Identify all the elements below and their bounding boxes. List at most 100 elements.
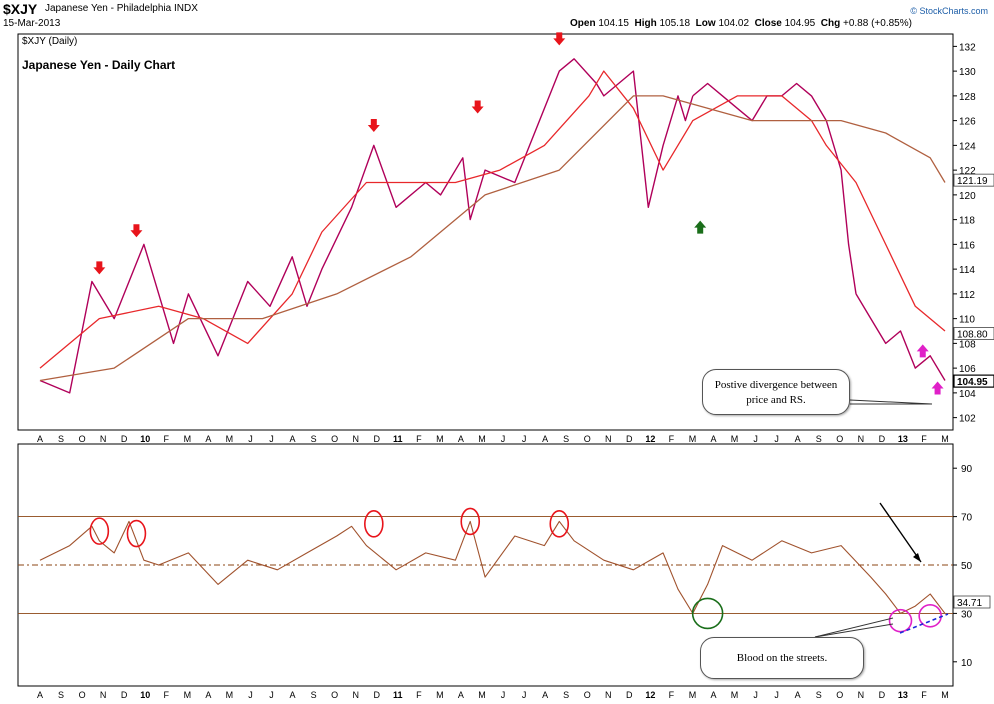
rsi-x-label: A (37, 690, 43, 700)
rsi-x-label: J (501, 690, 506, 700)
rsi-x-label: O (584, 690, 591, 700)
price-panel-frame (17, 33, 954, 431)
price-x-label: N (605, 434, 612, 444)
price-x-label: F (416, 434, 422, 444)
rsi-x-label: M (689, 690, 697, 700)
price-y-tick-label: 122 (959, 166, 976, 177)
price-y-tick-label: 108 (959, 339, 976, 350)
price-x-label: M (226, 434, 234, 444)
red-circle (549, 510, 570, 538)
rsi-pointer-arrow (879, 502, 922, 563)
rsi-series-group (39, 520, 946, 614)
price-x-label: M (689, 434, 697, 444)
price-x-label: F (164, 434, 170, 444)
price-y-tick-label: 104 (959, 389, 976, 400)
rsi-x-label: N (605, 690, 612, 700)
price-label-108.80: 108.80 (957, 329, 988, 340)
price-x-label: M (184, 434, 192, 444)
rsi-x-label: N (100, 690, 107, 700)
rsi-x-label: F (164, 690, 170, 700)
rsi-x-label: 10 (140, 690, 150, 700)
callout-pointer-line (849, 399, 933, 405)
rsi-x-label: A (542, 690, 548, 700)
series-ma-short (39, 70, 946, 369)
price-x-label: A (710, 434, 716, 444)
price-x-label: J (753, 434, 758, 444)
series-price (39, 58, 694, 394)
price-y-tick-label: 116 (959, 240, 975, 251)
rsi-y-tick-label: 50 (961, 561, 973, 572)
rsi-trendline (899, 613, 949, 634)
symbol-description: Japanese Yen - Philadelphia INDX (45, 3, 198, 14)
rsi-x-label: S (816, 690, 822, 700)
rsi-x-label: 12 (645, 690, 655, 700)
price-y-tick-label: 120 (959, 191, 976, 202)
red-circle (89, 517, 110, 545)
series-rsi (39, 520, 946, 614)
rsi-x-label: S (58, 690, 64, 700)
rsi-x-label: M (436, 690, 444, 700)
rsi-x-label: A (290, 690, 296, 700)
price-label-104.95: 104.95 (957, 377, 988, 388)
price-y-tick-label: 112 (959, 290, 975, 301)
chart-header: $XJY Japanese Yen - Philadelphia INDX 15… (0, 0, 994, 34)
series-ma-long (39, 95, 946, 382)
callout-divergence: Postive divergence between price and RS. (702, 369, 850, 415)
magenta-circle (888, 608, 913, 633)
rsi-x-label: M (184, 690, 192, 700)
rsi-x-label: M (731, 690, 739, 700)
rsi-x-label: F (669, 690, 675, 700)
price-label-box (953, 374, 994, 388)
down-arrow-icon (553, 32, 566, 46)
down-arrow-icon (130, 224, 143, 238)
rsi-x-label: D (626, 690, 633, 700)
rsi-value-label: 34.71 (957, 598, 982, 609)
rsi-x-label: M (226, 690, 234, 700)
up-arrow-icon (694, 220, 707, 234)
price-series-group (39, 58, 946, 394)
price-y-tick-label: 106 (959, 364, 976, 375)
rsi-x-label: D (121, 690, 128, 700)
rsi-x-label: F (416, 690, 422, 700)
price-x-label: D (626, 434, 633, 444)
price-x-label: D (121, 434, 128, 444)
rsi-x-label: J (774, 690, 779, 700)
rsi-x-label: A (795, 690, 801, 700)
chart-legend: $XJY (Daily) (22, 36, 77, 47)
price-label-box (953, 327, 994, 340)
down-arrow-icon (471, 100, 484, 114)
magenta-circle (918, 604, 942, 628)
price-y-tick-label: 132 (959, 42, 976, 53)
price-x-label: S (311, 434, 317, 444)
price-x-label: N (100, 434, 107, 444)
red-circle (460, 507, 481, 536)
chart-title: Japanese Yen - Daily Chart (22, 58, 175, 72)
green-circle (691, 597, 724, 630)
rsi-x-label: J (753, 690, 758, 700)
symbol: $XJY (3, 1, 38, 17)
rsi-x-label: S (563, 690, 569, 700)
price-x-label: 13 (898, 434, 908, 444)
price-x-label: M (731, 434, 739, 444)
price-x-label: J (522, 434, 527, 444)
price-x-label: O (79, 434, 86, 444)
price-y-tick-label: 102 (959, 414, 976, 425)
price-y-tick-label: 124 (959, 141, 976, 152)
price-x-label: O (331, 434, 338, 444)
rsi-y-tick-label: 30 (961, 609, 973, 620)
rsi-value-box (953, 595, 991, 609)
down-arrow-icon (367, 119, 380, 132)
red-circle (126, 519, 147, 548)
series-price-end (855, 293, 946, 381)
rsi-x-label: D (373, 690, 380, 700)
price-x-label: D (879, 434, 886, 444)
rsi-x-label: A (710, 690, 716, 700)
down-arrow-icon (93, 261, 106, 275)
ohlc-readout: Open 104.15 High 105.18 Low 104.02 Close… (570, 18, 912, 29)
rsi-x-label: A (458, 690, 464, 700)
callout-pointer-line (814, 623, 894, 638)
price-x-label: M (478, 434, 486, 444)
price-x-label: N (352, 434, 359, 444)
rsi-x-label: N (352, 690, 359, 700)
